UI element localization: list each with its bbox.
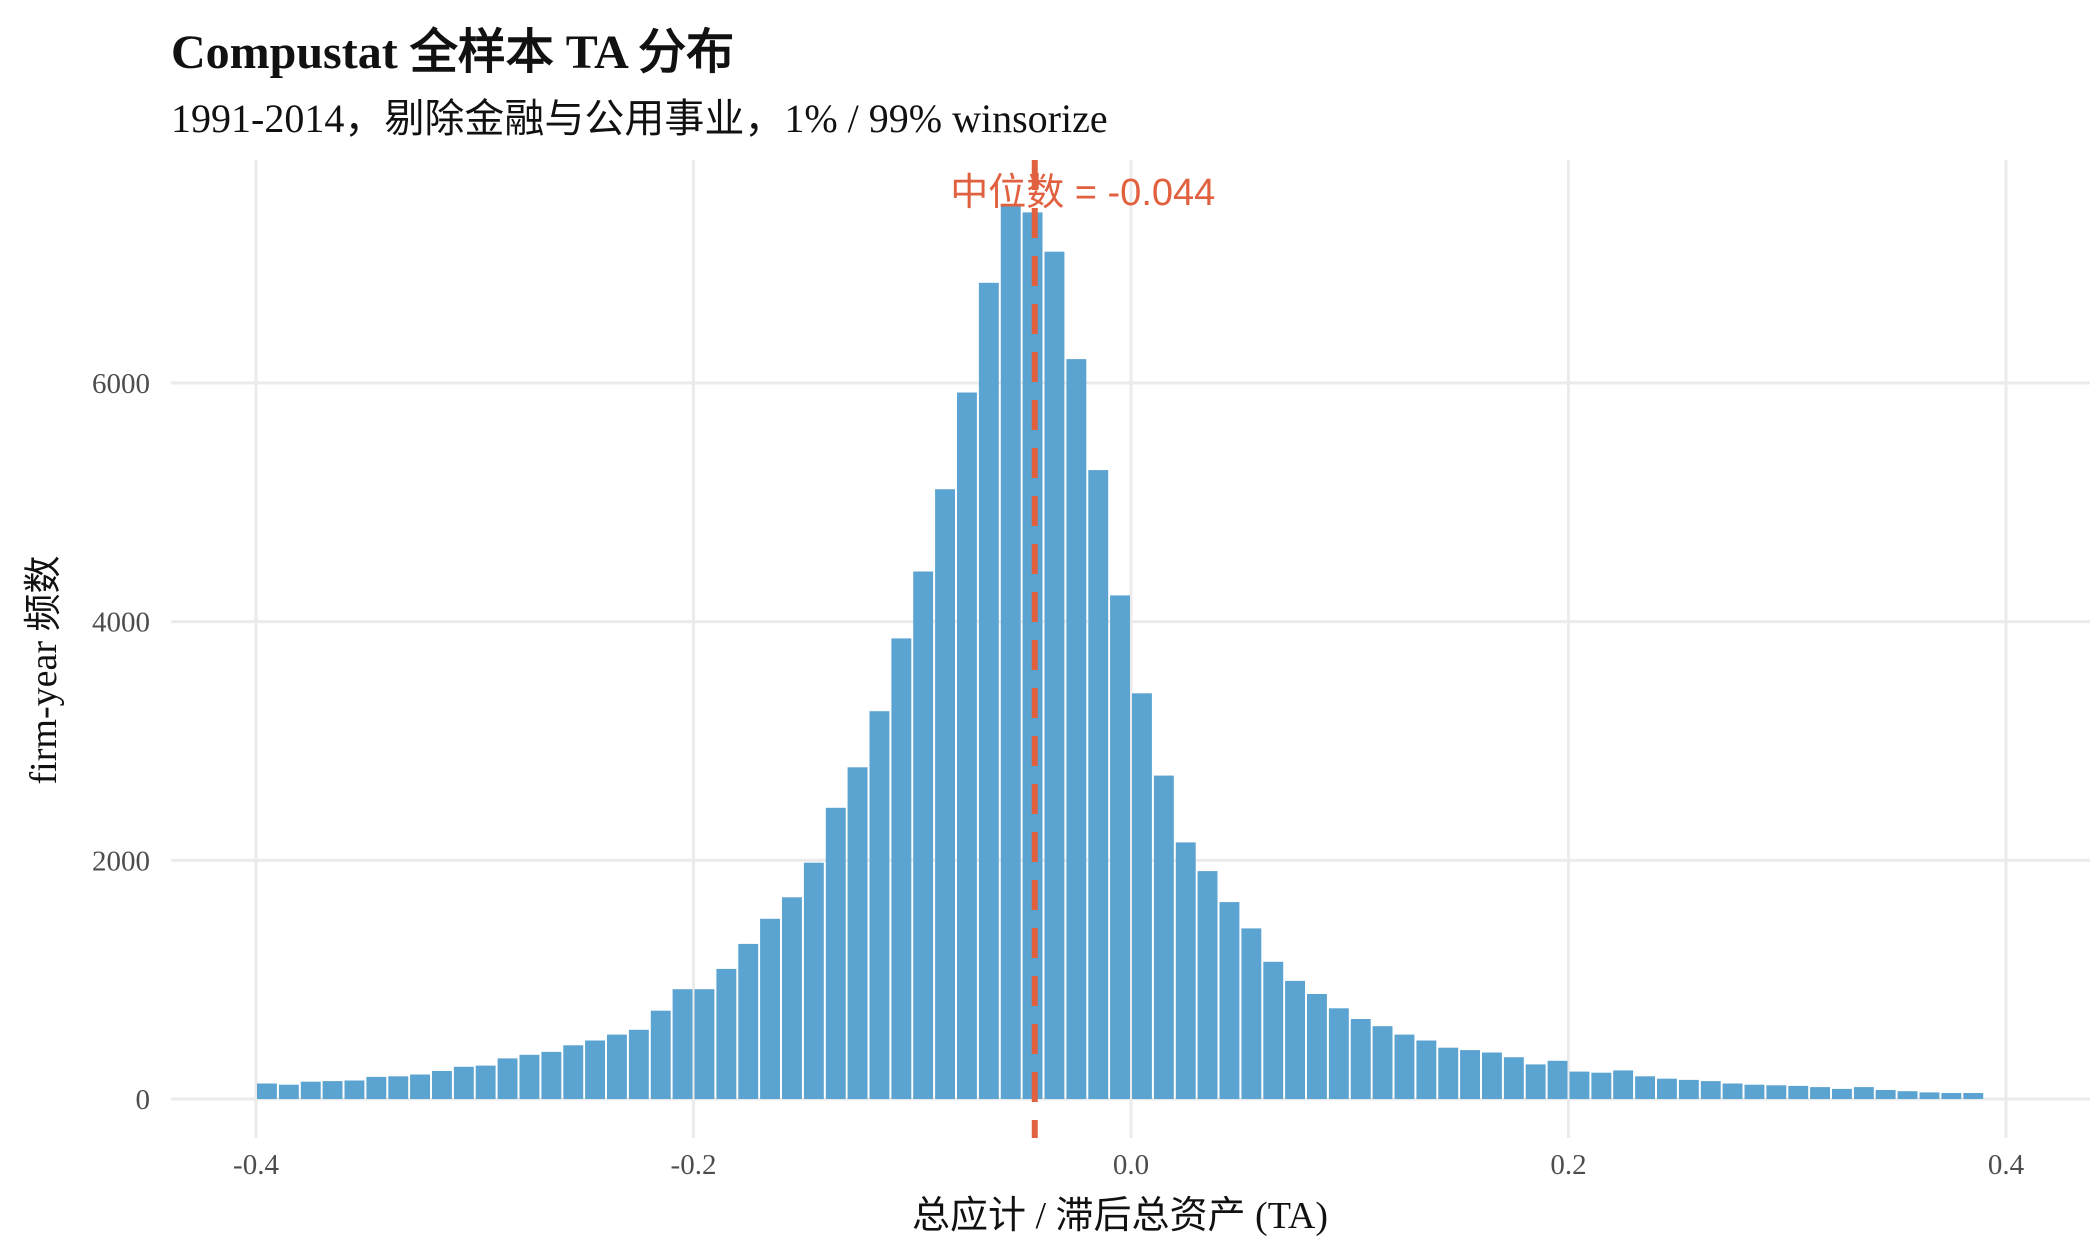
histogram-bar	[410, 1074, 430, 1099]
tick-layer: -0.4 -0.2 0.0 0.2 0.4 0 2000 4000 6000	[92, 368, 2025, 1181]
histogram-bar	[1569, 1071, 1590, 1099]
histogram-bar	[563, 1045, 584, 1099]
histogram-bar	[1132, 693, 1152, 1099]
chart-title: Compustat 全样本 TA 分布	[171, 26, 735, 79]
x-tick-label: 0.4	[1988, 1149, 2025, 1181]
histogram-bar	[738, 943, 759, 1099]
histogram-bar	[1241, 928, 1262, 1099]
histogram-bar	[1875, 1090, 1896, 1099]
histogram-bar	[322, 1081, 343, 1099]
histogram-bar	[1788, 1085, 1809, 1099]
histogram-bar	[803, 862, 824, 1099]
x-tick-label: 0.2	[1550, 1149, 1586, 1181]
histogram-bar	[1941, 1093, 1962, 1099]
histogram-bar	[957, 392, 977, 1099]
y-tick-label: 6000	[92, 368, 150, 400]
y-tick-label: 4000	[92, 607, 150, 639]
histogram-bar	[1044, 251, 1065, 1099]
histogram-bar	[1088, 470, 1109, 1100]
histogram-bar	[1963, 1093, 1984, 1099]
histogram-bar	[782, 897, 802, 1099]
histogram-bar	[366, 1076, 387, 1099]
histogram-bar	[1350, 1019, 1371, 1099]
histogram-bar	[1460, 1050, 1480, 1099]
histogram-bar	[847, 767, 868, 1099]
histogram-bar	[913, 571, 934, 1099]
histogram-bar	[1153, 775, 1174, 1099]
histogram-bar	[628, 1029, 649, 1099]
histogram-bar	[1263, 961, 1284, 1099]
histogram-bar	[1700, 1081, 1721, 1099]
histogram-bar	[475, 1065, 496, 1099]
grid-layer	[171, 160, 2090, 1138]
histogram-bar	[585, 1040, 605, 1099]
histogram-bar	[257, 1083, 277, 1099]
chart-subtitle: 1991-2014，剔除金融与公用事业，1% / 99% winsorize	[171, 96, 1108, 141]
histogram-bar	[278, 1084, 299, 1099]
histogram-bar	[869, 711, 890, 1099]
y-tick-label: 2000	[92, 845, 150, 877]
median-layer: 中位数 = -0.044	[950, 160, 1215, 1138]
histogram-bar	[453, 1066, 474, 1099]
histogram-bar	[978, 282, 999, 1099]
y-axis-title: firm-year 频数	[23, 556, 65, 785]
histogram-bar	[825, 807, 846, 1099]
histogram-bar	[1547, 1060, 1568, 1099]
bar-layer	[257, 206, 1984, 1100]
histogram-bar	[1591, 1072, 1612, 1099]
histogram-bar	[1066, 359, 1087, 1100]
histogram-bar	[344, 1080, 365, 1099]
histogram-bar	[541, 1051, 562, 1099]
histogram-bar	[1722, 1083, 1743, 1099]
x-tick-label: -0.2	[671, 1149, 717, 1181]
x-tick-label: -0.4	[233, 1149, 279, 1181]
histogram-bar	[1919, 1092, 1940, 1099]
histogram-bar	[1766, 1085, 1787, 1099]
histogram-bar	[1482, 1052, 1502, 1099]
histogram-bar	[1853, 1087, 1874, 1099]
histogram-bar	[1394, 1034, 1415, 1099]
histogram-bar	[1613, 1070, 1634, 1099]
histogram-bar	[1635, 1076, 1655, 1099]
histogram-bar	[1219, 902, 1240, 1099]
histogram-bar	[519, 1054, 540, 1099]
histogram-bar	[716, 968, 737, 1099]
histogram-bar	[1503, 1057, 1524, 1099]
histogram-bar	[935, 489, 955, 1099]
histogram-bar	[1307, 994, 1327, 1099]
histogram-bar	[1285, 980, 1305, 1099]
histogram-bar	[1810, 1087, 1830, 1099]
histogram-bar	[760, 918, 780, 1099]
histogram-bar	[1197, 871, 1218, 1099]
histogram-bar	[1328, 1008, 1349, 1099]
histogram-bar	[497, 1058, 518, 1099]
histogram-bar	[694, 989, 715, 1099]
histogram-bar	[650, 1010, 671, 1099]
histogram-bar	[607, 1034, 627, 1099]
histogram-bar	[1525, 1064, 1546, 1099]
histogram-bar	[388, 1076, 409, 1099]
histogram-bar	[672, 989, 693, 1099]
histogram-bar	[1744, 1084, 1765, 1099]
histogram-bar	[1175, 842, 1196, 1099]
histogram-bar	[1438, 1047, 1459, 1099]
histogram-bar	[1110, 595, 1130, 1099]
x-tick-label: 0.0	[1113, 1149, 1149, 1181]
histogram-bar	[891, 638, 912, 1099]
histogram-bar	[1372, 1026, 1393, 1099]
histogram-bar	[1416, 1040, 1437, 1099]
histogram-bar	[1000, 206, 1021, 1099]
y-tick-label: 0	[136, 1084, 151, 1116]
histogram-bar	[1897, 1091, 1918, 1099]
histogram-bar	[1832, 1088, 1852, 1099]
x-axis-title: 总应计 / 滞后总资产 (TA)	[912, 1195, 1328, 1237]
histogram-bar	[1678, 1079, 1699, 1099]
histogram-bar	[1657, 1078, 1677, 1099]
histogram-bar	[300, 1081, 321, 1099]
median-label: 中位数 = -0.044	[950, 172, 1215, 214]
histogram-bar	[432, 1071, 452, 1099]
